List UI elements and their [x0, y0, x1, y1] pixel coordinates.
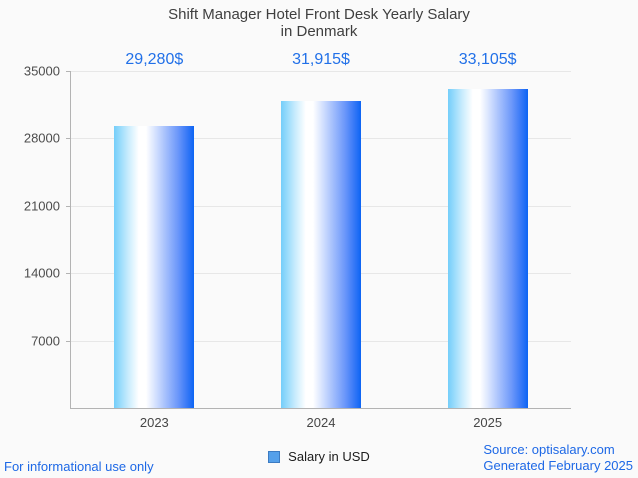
y-axis-label: 14000: [23, 265, 60, 281]
chart-title-line2: in Denmark: [280, 23, 358, 40]
source-block: Source: optisalary.com Generated Februar…: [483, 442, 633, 474]
y-axis-tick: [66, 273, 71, 275]
y-axis-tick: [66, 340, 71, 342]
y-axis-label: 28000: [23, 130, 60, 146]
y-axis-label: 21000: [23, 198, 60, 214]
bar-2024: [281, 100, 361, 408]
value-label-2025: 33,105$: [458, 51, 517, 68]
y-axis-label: 35000: [23, 63, 60, 79]
y-axis-label: 7000: [31, 333, 60, 349]
y-axis-tick: [66, 205, 71, 207]
bar-2025: [447, 89, 528, 408]
plot-area: 7000 14000 21000 28000 35000 29,280$ 2023 31,91…: [24, 51, 571, 430]
legend: Salary in USD: [0, 449, 638, 464]
value-label-2024: 31,915$: [292, 51, 350, 68]
x-axis-label-2023: 2023: [139, 415, 169, 430]
x-axis-label-2024: 2024: [306, 415, 336, 430]
chart-title: Shift Manager Hotel Front Desk Yearly Sa…: [0, 6, 638, 40]
chart-title-line1: Shift Manager Hotel Front Desk Yearly Sa…: [168, 6, 470, 23]
y-axis-tick: [66, 138, 71, 140]
y-axis-tick: [66, 71, 71, 72]
gridline: [71, 71, 571, 72]
x-axis-label-2025: 2025: [473, 415, 503, 430]
bar-2023: [114, 126, 195, 408]
legend-marker-icon: [268, 450, 281, 463]
value-label-2023: 29,280$: [125, 51, 184, 68]
legend-label: Salary in USD: [288, 449, 370, 464]
generated-date: Generated February 2025: [483, 458, 633, 473]
source-link[interactable]: Source: optisalary.com: [483, 442, 615, 457]
disclaimer-note: For informational use only: [4, 459, 154, 474]
